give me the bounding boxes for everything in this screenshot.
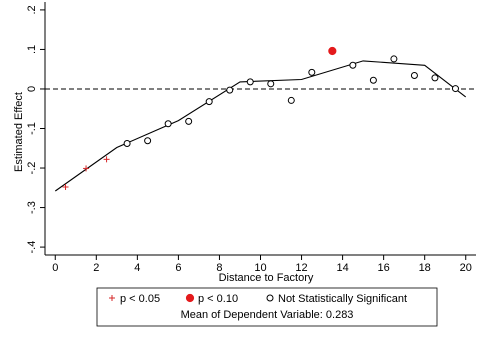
y-tick-label: .1 bbox=[26, 45, 38, 54]
x-tick-label: 10 bbox=[254, 262, 266, 274]
data-point-hollow-circle bbox=[349, 61, 357, 69]
data-point-hollow-circle bbox=[451, 85, 459, 93]
x-axis: 0 2 4 6 8 10 12 14 16 18 20 bbox=[52, 255, 472, 274]
data-point-hollow-circle bbox=[410, 72, 418, 80]
data-point-hollow-circle bbox=[369, 76, 377, 84]
data-point-hollow-circle bbox=[226, 86, 234, 94]
legend-box bbox=[96, 287, 438, 327]
x-tick-label: 2 bbox=[93, 262, 99, 274]
x-axis-title: Distance to Factory bbox=[219, 272, 314, 284]
fit-line bbox=[54, 60, 467, 192]
x-tick-label: 14 bbox=[336, 262, 348, 274]
legend: p < 0.05 p < 0.10 Not Statistically Signif… bbox=[96, 287, 438, 327]
data-point-plus bbox=[83, 165, 90, 172]
data-point-hollow-circle bbox=[390, 55, 398, 63]
x-tick-label: 8 bbox=[216, 262, 222, 274]
x-tick-label: 18 bbox=[419, 262, 431, 274]
y-axis-title: Estimated Effect bbox=[13, 92, 25, 172]
data-markers bbox=[62, 46, 459, 191]
x-tick-label: 6 bbox=[175, 262, 181, 274]
y-tick-label: .2 bbox=[26, 5, 38, 14]
plot-frame bbox=[44, 2, 476, 256]
x-tick-label: 16 bbox=[378, 262, 390, 274]
data-point-hollow-circle bbox=[287, 96, 295, 104]
legend-marker-filled-circle bbox=[185, 293, 195, 303]
y-tick-label: -.2 bbox=[26, 162, 38, 175]
legend-items: p < 0.05 p < 0.10 Not Statistically Signif… bbox=[109, 293, 407, 305]
y-tick-label: -.4 bbox=[26, 241, 38, 254]
y-tick-label: 0 bbox=[26, 86, 38, 92]
data-point-plus bbox=[62, 184, 69, 191]
data-point-hollow-circle bbox=[308, 68, 316, 76]
legend-label: p < 0.05 bbox=[120, 293, 160, 305]
y-tick-label: -.1 bbox=[26, 122, 38, 135]
data-point-plus bbox=[103, 156, 110, 163]
legend-label: p < 0.10 bbox=[198, 293, 238, 305]
data-point-hollow-circle bbox=[164, 120, 172, 128]
data-point-hollow-circle bbox=[185, 117, 193, 125]
data-point-hollow-circle bbox=[431, 74, 439, 82]
y-tick-label: -.3 bbox=[26, 201, 38, 214]
legend-marker-hollow-circle bbox=[266, 294, 274, 302]
x-tick-label: 0 bbox=[52, 262, 58, 274]
x-tick-label: 12 bbox=[295, 262, 307, 274]
legend-label: Not Statistically Significant bbox=[278, 293, 407, 305]
data-point-filled-circle bbox=[328, 46, 337, 56]
data-point-hollow-circle bbox=[123, 140, 131, 148]
legend-marker-plus bbox=[109, 295, 115, 301]
legend-note: Mean of Dependent Variable: 0.283 bbox=[181, 309, 354, 321]
data-point-hollow-circle bbox=[205, 98, 213, 106]
data-point-hollow-circle bbox=[267, 80, 275, 88]
data-point-hollow-circle bbox=[144, 137, 152, 145]
fit-polyline bbox=[54, 60, 467, 192]
data-point-hollow-circle bbox=[246, 78, 254, 86]
x-tick-label: 4 bbox=[134, 262, 140, 274]
y-axis: .2 .1 0 -.1 -.2 -.3 -.4 bbox=[26, 5, 45, 254]
x-tick-label: 20 bbox=[460, 262, 472, 274]
